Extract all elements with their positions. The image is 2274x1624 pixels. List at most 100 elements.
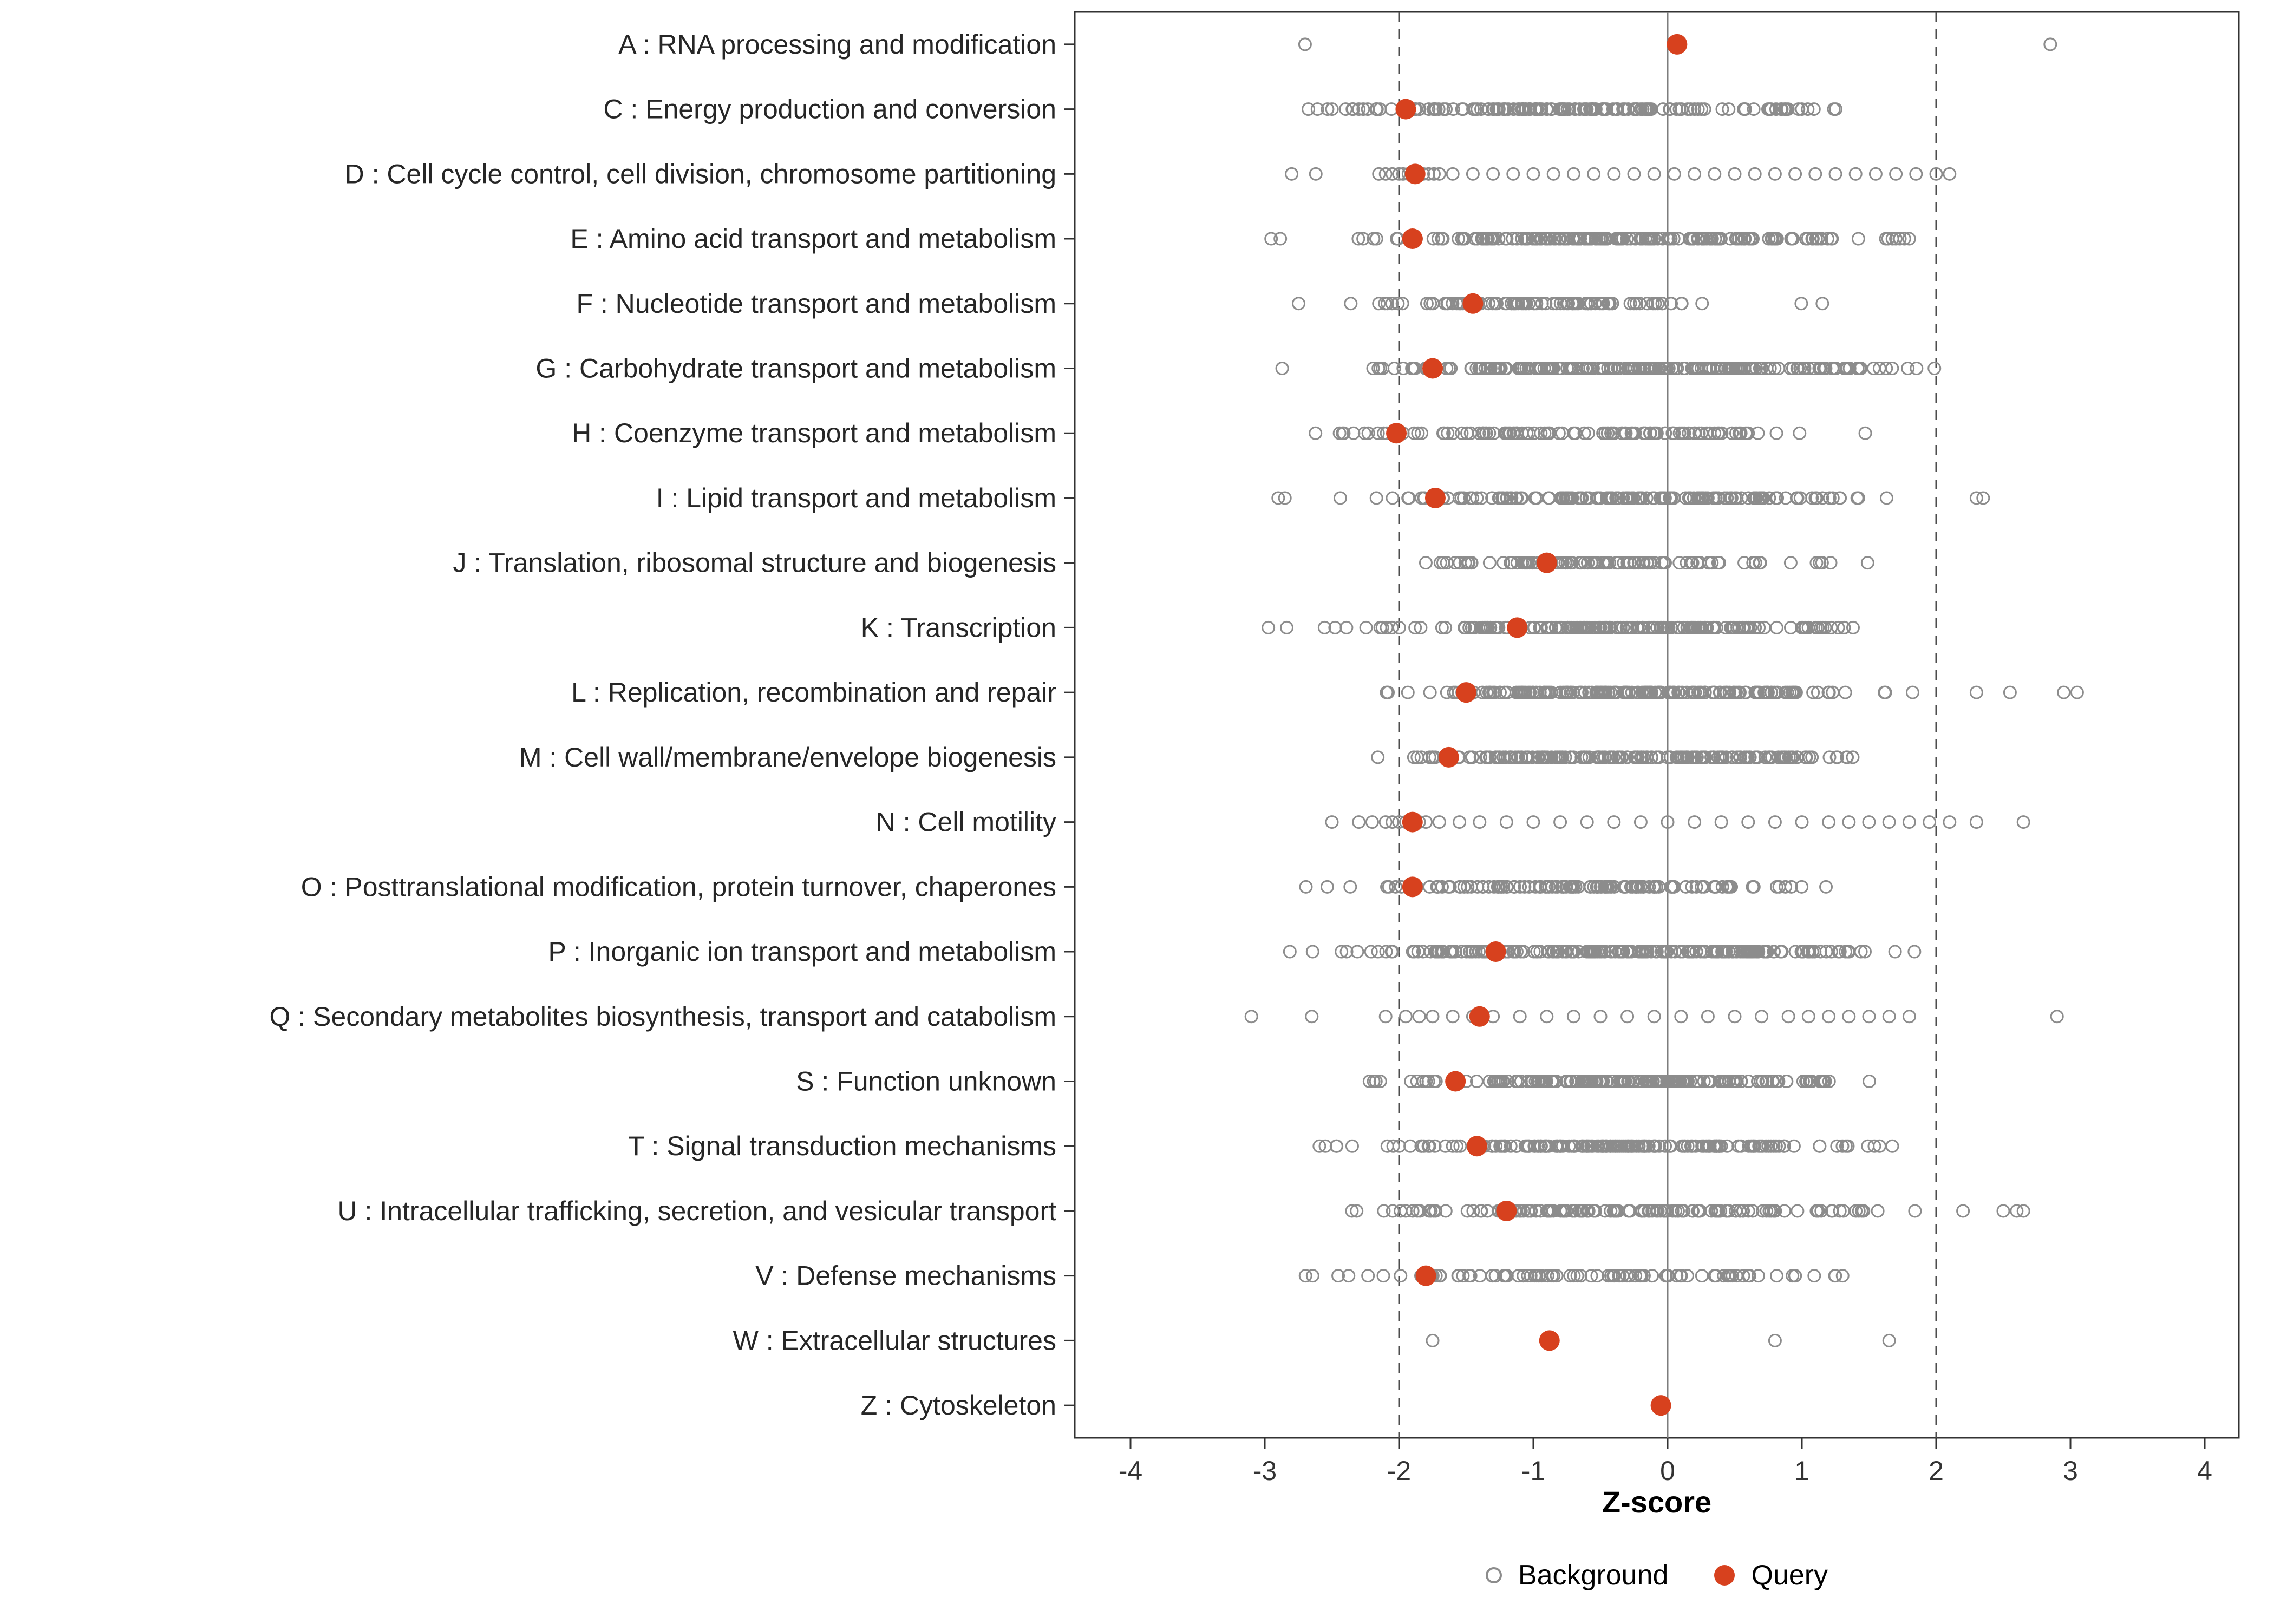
- background-point: [1576, 362, 1590, 375]
- background-point: [2050, 1010, 2064, 1024]
- background-point: [1796, 362, 1811, 375]
- background-point: [1778, 1139, 1792, 1153]
- background-point: [1325, 102, 1339, 116]
- query-point: [1539, 1330, 1560, 1351]
- background-point: [2016, 815, 2030, 829]
- background-point: [1848, 167, 1863, 181]
- background-point: [1763, 362, 1777, 375]
- background-point: [1275, 362, 1289, 375]
- background-point: [1578, 556, 1592, 570]
- background-point: [1498, 685, 1512, 699]
- background-point: [1577, 1139, 1591, 1153]
- background-point: [1564, 685, 1578, 699]
- background-point: [1680, 1269, 1694, 1283]
- category-label: F : Nucleotide transport and metabolism: [576, 289, 1056, 319]
- background-point: [1822, 815, 1836, 829]
- background-point: [1356, 102, 1370, 116]
- background-point: [1846, 620, 1860, 634]
- background-point: [1557, 102, 1571, 116]
- background-point: [1489, 297, 1504, 311]
- background-point: [1528, 102, 1543, 116]
- background-point: [1593, 297, 1607, 311]
- background-point: [1723, 362, 1737, 375]
- background-point: [1680, 750, 1694, 764]
- background-point: [1539, 750, 1553, 764]
- background-point: [1471, 102, 1485, 116]
- background-point: [1788, 1269, 1802, 1283]
- x-tick-label: -4: [1119, 1456, 1142, 1486]
- background-point: [1671, 685, 1685, 699]
- background-point: [1741, 426, 1755, 440]
- background-point: [1882, 1333, 1896, 1347]
- background-point: [1703, 232, 1717, 246]
- background-point: [1446, 1139, 1460, 1153]
- background-point: [1711, 556, 1725, 570]
- background-point: [1498, 1269, 1512, 1283]
- background-point: [1580, 815, 1594, 829]
- background-point: [1604, 362, 1618, 375]
- background-point: [1482, 556, 1497, 570]
- background-point: [1518, 1139, 1532, 1153]
- background-point: [1343, 880, 1357, 894]
- x-tick-label: 0: [1660, 1456, 1675, 1486]
- background-point: [1488, 685, 1502, 699]
- background-point: [1473, 1269, 1487, 1283]
- background-point: [1560, 685, 1574, 699]
- background-point: [1633, 880, 1648, 894]
- background-point: [1619, 1139, 1633, 1153]
- background-point: [1558, 556, 1572, 570]
- background-point: [1565, 880, 1579, 894]
- background-point: [1386, 167, 1400, 181]
- background-point: [1386, 1204, 1400, 1218]
- background-point: [1717, 1075, 1731, 1088]
- background-point: [1566, 362, 1580, 375]
- background-point: [1882, 1010, 1896, 1024]
- background-point: [1640, 297, 1654, 311]
- background-point: [1633, 750, 1648, 764]
- background-point: [1778, 1204, 1792, 1218]
- category-label: H : Coenzyme transport and metabolism: [572, 418, 1056, 448]
- background-point: [1781, 102, 1795, 116]
- background-point: [1672, 1075, 1687, 1088]
- background-point: [1746, 1204, 1760, 1218]
- background-point: [1747, 491, 1761, 505]
- background-point: [1639, 750, 1654, 764]
- background-point: [1534, 362, 1548, 375]
- background-point: [1798, 620, 1812, 634]
- background-point: [1824, 232, 1838, 246]
- background-point: [1809, 491, 1824, 505]
- background-point: [1481, 102, 1495, 116]
- background-point: [1577, 426, 1591, 440]
- background-point: [1770, 491, 1784, 505]
- background-point: [1741, 620, 1755, 634]
- background-point: [1703, 426, 1717, 440]
- background-point: [1888, 945, 1902, 959]
- background-point: [1819, 880, 1833, 894]
- background-point: [1371, 750, 1385, 764]
- background-point: [1566, 167, 1580, 181]
- background-point: [1582, 685, 1596, 699]
- background-point: [1455, 232, 1469, 246]
- background-point: [1350, 1204, 1364, 1218]
- background-point: [1622, 1075, 1636, 1088]
- background-point: [1480, 1204, 1494, 1218]
- background-point: [1698, 750, 1712, 764]
- background-point: [1605, 945, 1619, 959]
- background-point: [1581, 426, 1595, 440]
- background-point: [1565, 620, 1579, 634]
- background-point: [1708, 426, 1722, 440]
- background-point: [1768, 362, 1782, 375]
- background-point: [1885, 1139, 1899, 1153]
- background-point: [1889, 232, 1903, 246]
- background-point: [1623, 297, 1637, 311]
- background-point: [1345, 1139, 1359, 1153]
- query-point: [1507, 617, 1528, 638]
- background-point: [1453, 880, 1467, 894]
- background-point: [1707, 880, 1721, 894]
- background-point: [1616, 232, 1630, 246]
- background-point: [1299, 880, 1313, 894]
- category-label: A : RNA processing and modification: [618, 29, 1056, 60]
- background-point: [1707, 945, 1721, 959]
- background-point: [1880, 491, 1894, 505]
- background-point: [1345, 1204, 1359, 1218]
